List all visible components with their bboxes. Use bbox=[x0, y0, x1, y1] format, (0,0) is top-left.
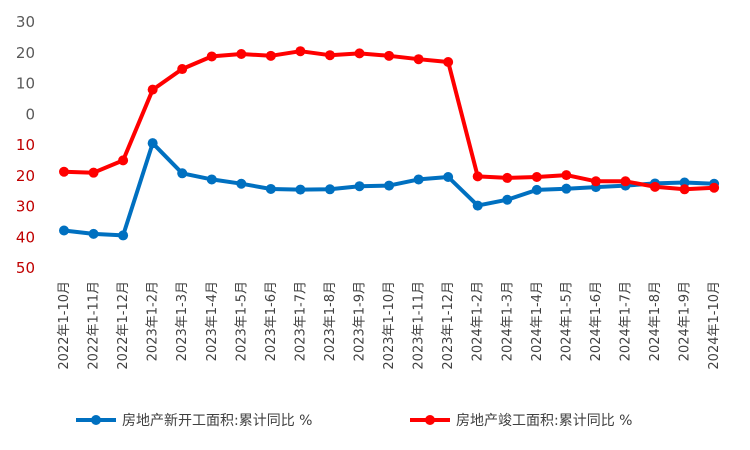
x-axis: 2022年1-10月 2022年1-11月 2022年1-12月 2023年1-2月 2… bbox=[57, 281, 722, 370]
data-point bbox=[295, 46, 306, 57]
data-point bbox=[265, 183, 276, 194]
data-point bbox=[384, 180, 395, 191]
x-tick-label: 2022年1-11月 bbox=[87, 281, 102, 370]
data-point bbox=[118, 230, 129, 241]
y-tick-label: 0 bbox=[25, 105, 35, 123]
data-point bbox=[354, 48, 365, 59]
data-point bbox=[709, 182, 720, 193]
data-point bbox=[384, 50, 395, 61]
data-point bbox=[531, 171, 542, 182]
y-tick-label: 10 bbox=[16, 136, 35, 154]
legend-label: 房地产竣工面积:累计同比 % bbox=[456, 413, 632, 429]
data-point bbox=[443, 56, 454, 67]
data-point bbox=[413, 174, 424, 185]
data-point bbox=[472, 171, 483, 182]
data-point bbox=[88, 228, 99, 239]
data-point bbox=[472, 200, 483, 211]
legend-marker bbox=[425, 415, 435, 425]
data-point bbox=[206, 51, 217, 62]
data-point bbox=[295, 184, 306, 195]
data-point bbox=[147, 84, 158, 95]
x-tick-label: 2023年1-6月 bbox=[264, 281, 279, 361]
x-tick-label: 2024年1-2月 bbox=[471, 281, 486, 361]
x-tick-label: 2024年1-9月 bbox=[678, 281, 693, 361]
legend-marker bbox=[91, 415, 101, 425]
y-tick-label: 20 bbox=[16, 167, 35, 185]
x-tick-label: 2024年1-5月 bbox=[559, 281, 574, 361]
y-tick-label: 30 bbox=[16, 13, 35, 31]
x-tick-label: 2024年1-10月 bbox=[707, 281, 722, 370]
y-tick-label: 40 bbox=[16, 228, 35, 246]
data-point bbox=[206, 174, 217, 185]
x-tick-label: 2023年1-3月 bbox=[175, 281, 190, 361]
data-point bbox=[620, 176, 631, 187]
y-axis: 30 20 10 0 10 20 30 40 50 bbox=[16, 13, 35, 277]
x-tick-label: 2022年1-10月 bbox=[57, 281, 72, 370]
data-point bbox=[118, 155, 129, 166]
x-tick-label: 2024年1-4月 bbox=[530, 281, 545, 361]
data-point bbox=[502, 172, 513, 183]
data-point bbox=[531, 184, 542, 195]
plot-area bbox=[59, 46, 720, 241]
data-point bbox=[88, 167, 99, 178]
series-line bbox=[62, 49, 717, 192]
data-point bbox=[59, 225, 69, 236]
data-point bbox=[324, 184, 335, 195]
x-tick-label: 2024年1-6月 bbox=[589, 281, 604, 361]
data-point bbox=[177, 168, 188, 179]
y-tick-label: 10 bbox=[16, 75, 35, 93]
y-tick-label: 30 bbox=[16, 198, 35, 216]
data-point bbox=[679, 184, 690, 195]
data-point bbox=[147, 138, 158, 149]
y-tick-label: 50 bbox=[16, 259, 35, 277]
data-point bbox=[561, 170, 572, 181]
x-tick-label: 2023年1-4月 bbox=[205, 281, 220, 361]
data-point bbox=[236, 48, 247, 59]
x-tick-label: 2023年1-2月 bbox=[146, 281, 161, 361]
data-point bbox=[265, 50, 276, 61]
legend: 房地产新开工面积:累计同比 % 房地产竣工面积:累计同比 % bbox=[76, 413, 632, 429]
data-point bbox=[354, 181, 365, 192]
data-point bbox=[177, 64, 188, 75]
x-tick-label: 2022年1-12月 bbox=[116, 281, 131, 370]
x-tick-label: 2024年1-7月 bbox=[618, 281, 633, 361]
y-tick-label: 20 bbox=[16, 44, 35, 62]
x-tick-label: 2024年1-8月 bbox=[648, 281, 663, 361]
x-tick-label: 2023年1-8月 bbox=[323, 281, 338, 361]
x-tick-label: 2024年1-3月 bbox=[500, 281, 515, 361]
x-tick-label: 2023年1-11月 bbox=[412, 281, 427, 370]
data-point bbox=[443, 171, 454, 182]
data-point bbox=[324, 50, 335, 61]
data-point bbox=[413, 54, 424, 65]
data-point bbox=[502, 194, 513, 205]
data-point bbox=[59, 166, 69, 177]
data-point bbox=[650, 181, 660, 192]
data-point bbox=[561, 183, 572, 194]
x-tick-label: 2023年1-12月 bbox=[441, 281, 456, 370]
x-tick-label: 2023年1-5月 bbox=[234, 281, 249, 361]
data-point bbox=[236, 178, 247, 189]
legend-label: 房地产新开工面积:累计同比 % bbox=[122, 413, 312, 429]
x-tick-label: 2023年1-7月 bbox=[293, 281, 308, 361]
x-tick-label: 2023年1-10月 bbox=[382, 281, 397, 370]
data-point bbox=[590, 176, 601, 187]
x-tick-label: 2023年1-9月 bbox=[353, 281, 368, 361]
